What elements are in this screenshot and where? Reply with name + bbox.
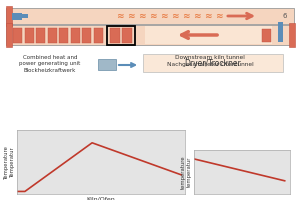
- Text: ≈: ≈: [127, 11, 135, 21]
- Bar: [107, 26, 135, 45]
- Text: Downstream kiln tunnel
Nachgeschalteter Ofentunnel: Downstream kiln tunnel Nachgeschalteter …: [167, 55, 254, 67]
- Bar: [6, 23, 12, 47]
- Bar: [70, 28, 80, 43]
- Bar: [22, 14, 28, 18]
- Bar: [6, 25, 294, 45]
- Bar: [94, 28, 103, 43]
- Text: ≈: ≈: [171, 11, 179, 21]
- Y-axis label: temperature
temperatur: temperature temperatur: [181, 155, 192, 189]
- Bar: [82, 28, 91, 43]
- X-axis label: Kiln/Ofen: Kiln/Ofen: [86, 197, 115, 200]
- Bar: [289, 23, 295, 47]
- Bar: [145, 26, 272, 44]
- Bar: [122, 28, 132, 43]
- Text: Dryer/Trockner: Dryer/Trockner: [184, 58, 242, 68]
- Text: ≈: ≈: [182, 11, 190, 21]
- Text: ≈: ≈: [138, 11, 146, 21]
- Bar: [59, 28, 68, 43]
- Bar: [36, 28, 45, 43]
- Bar: [98, 59, 116, 70]
- Text: ≈: ≈: [160, 11, 168, 21]
- Bar: [25, 28, 34, 43]
- Text: ≈: ≈: [149, 11, 157, 21]
- Bar: [110, 28, 120, 43]
- Text: ≈: ≈: [116, 11, 124, 21]
- Bar: [47, 28, 56, 43]
- Text: ≈: ≈: [204, 11, 212, 21]
- Bar: [278, 22, 283, 42]
- Bar: [262, 29, 271, 42]
- Bar: [13, 28, 22, 43]
- Bar: [143, 54, 283, 72]
- Y-axis label: Temperature
Temperatur: Temperature Temperatur: [4, 145, 15, 179]
- Text: Combined heat and
power generating unit
Blockheizkraftwerk: Combined heat and power generating unit …: [20, 55, 81, 73]
- Bar: [12, 13, 22, 20]
- Bar: [6, 6, 12, 26]
- Text: ≈: ≈: [193, 11, 201, 21]
- Text: 6: 6: [283, 13, 287, 19]
- Text: ≈: ≈: [215, 11, 223, 21]
- Bar: [6, 8, 294, 24]
